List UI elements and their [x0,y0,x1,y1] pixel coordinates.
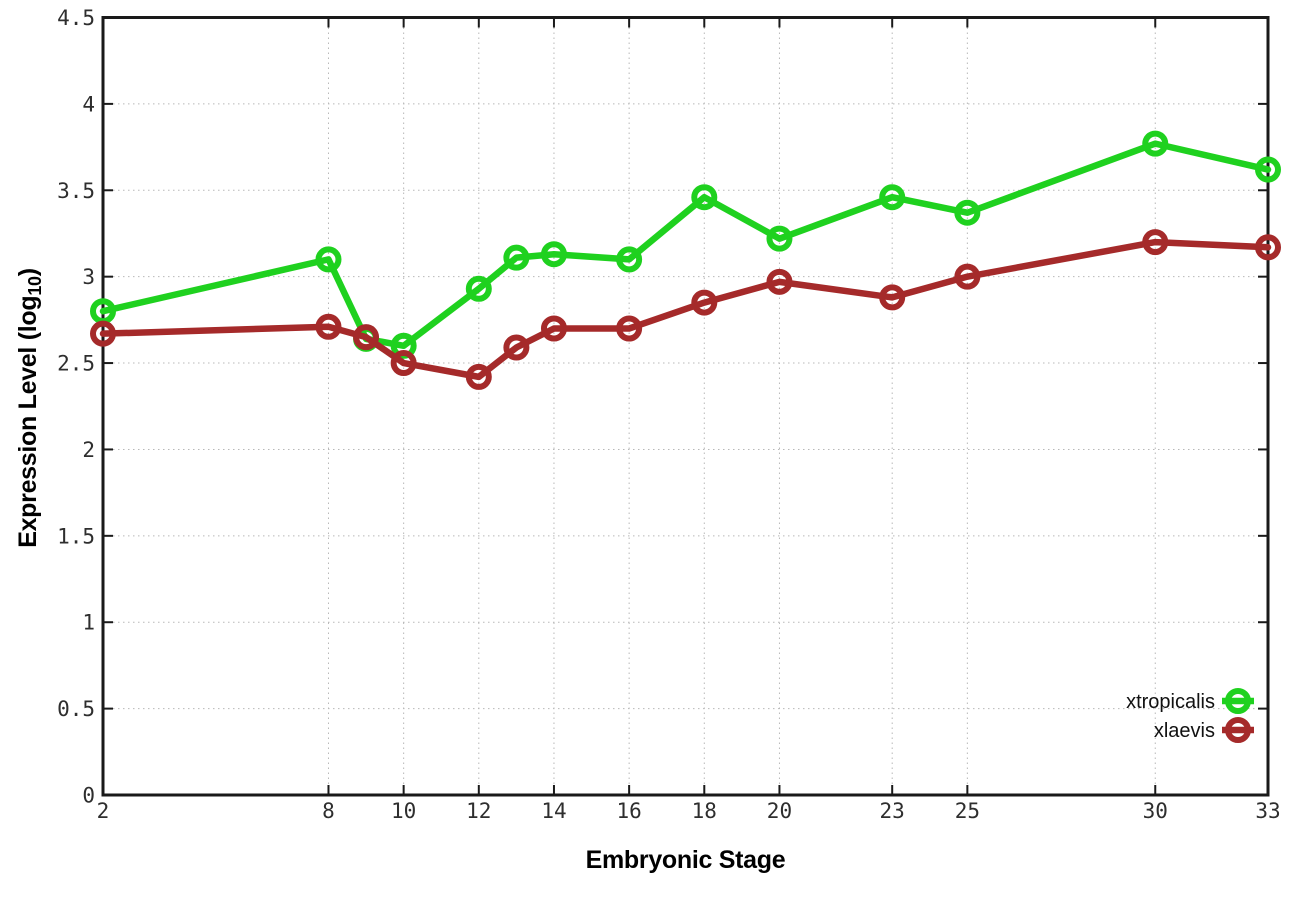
y-tick-label: 3.5 [57,179,95,203]
legend-sample-marker-xlaevis [1225,717,1251,743]
x-tick-label: 25 [955,799,980,823]
data-point-xtropicalis [540,241,567,268]
series-line-xtropicalis [99,140,1272,350]
x-tick-label: 2 [97,799,110,823]
data-point-xlaevis [879,284,906,311]
data-point-xtropicalis [1142,130,1169,157]
data-point-xlaevis [1255,234,1281,261]
x-tick-label: 12 [466,799,491,823]
x-tick-label: 33 [1255,799,1280,823]
y-tick-label: 3 [82,265,95,289]
plot-border [101,16,1270,797]
data-point-xlaevis [315,313,342,340]
x-tick-label: 20 [767,799,792,823]
x-tick-label: 23 [880,799,905,823]
x-tick-label: 30 [1143,799,1168,823]
series-line-xlaevis [99,238,1272,381]
y-tick-label: 0 [82,784,95,808]
data-point-xtropicalis [766,225,793,252]
data-point-xtropicalis [954,199,981,226]
data-point-xtropicalis [879,184,906,211]
y-tick-label: 4 [82,92,95,116]
y-axis-title-subscript: 10 [25,276,46,296]
data-point-xlaevis [691,289,718,316]
y-tick-label: 4.5 [57,6,95,30]
data-point-xlaevis [954,263,981,290]
y-axis-title-suffix: ) [14,268,42,277]
data-point-xlaevis [1142,229,1169,256]
data-point-xtropicalis [465,275,492,302]
data-point-xlaevis [353,324,380,351]
legend-sample-marker-xtropicalis [1225,688,1251,714]
data-point-xlaevis [503,334,530,361]
data-point-xtropicalis [691,184,718,211]
data-point-xlaevis [90,320,116,347]
x-tick-label: 16 [616,799,641,823]
legend-label-xlaevis: xlaevis [1154,720,1215,742]
y-axis-title: Expression Level (log10) [14,128,46,688]
x-tick-label: 8 [322,799,335,823]
data-point-xlaevis [390,350,417,377]
y-tick-label: 2.5 [57,352,95,376]
x-tick-label: 10 [391,799,416,823]
data-point-xlaevis [540,315,567,342]
data-point-xtropicalis [616,246,643,273]
x-tick-label: 18 [692,799,717,823]
data-point-xlaevis [766,268,793,295]
x-axis-title: Embryonic Stage [585,846,786,874]
data-point-xlaevis [465,363,492,390]
y-tick-label: 0.5 [57,697,95,721]
y-axis-title-text: Expression Level (log [14,295,42,548]
y-tick-label: 1 [82,611,95,635]
data-point-xlaevis [616,315,643,342]
y-tick-label: 1.5 [57,524,95,548]
data-point-xtropicalis [315,246,342,273]
y-tick-label: 2 [82,438,95,462]
x-tick-label: 14 [541,799,566,823]
data-point-xtropicalis [503,244,530,271]
data-point-xtropicalis [1255,156,1281,183]
legend-label-xtropicalis: xtropicalis [1126,691,1215,713]
